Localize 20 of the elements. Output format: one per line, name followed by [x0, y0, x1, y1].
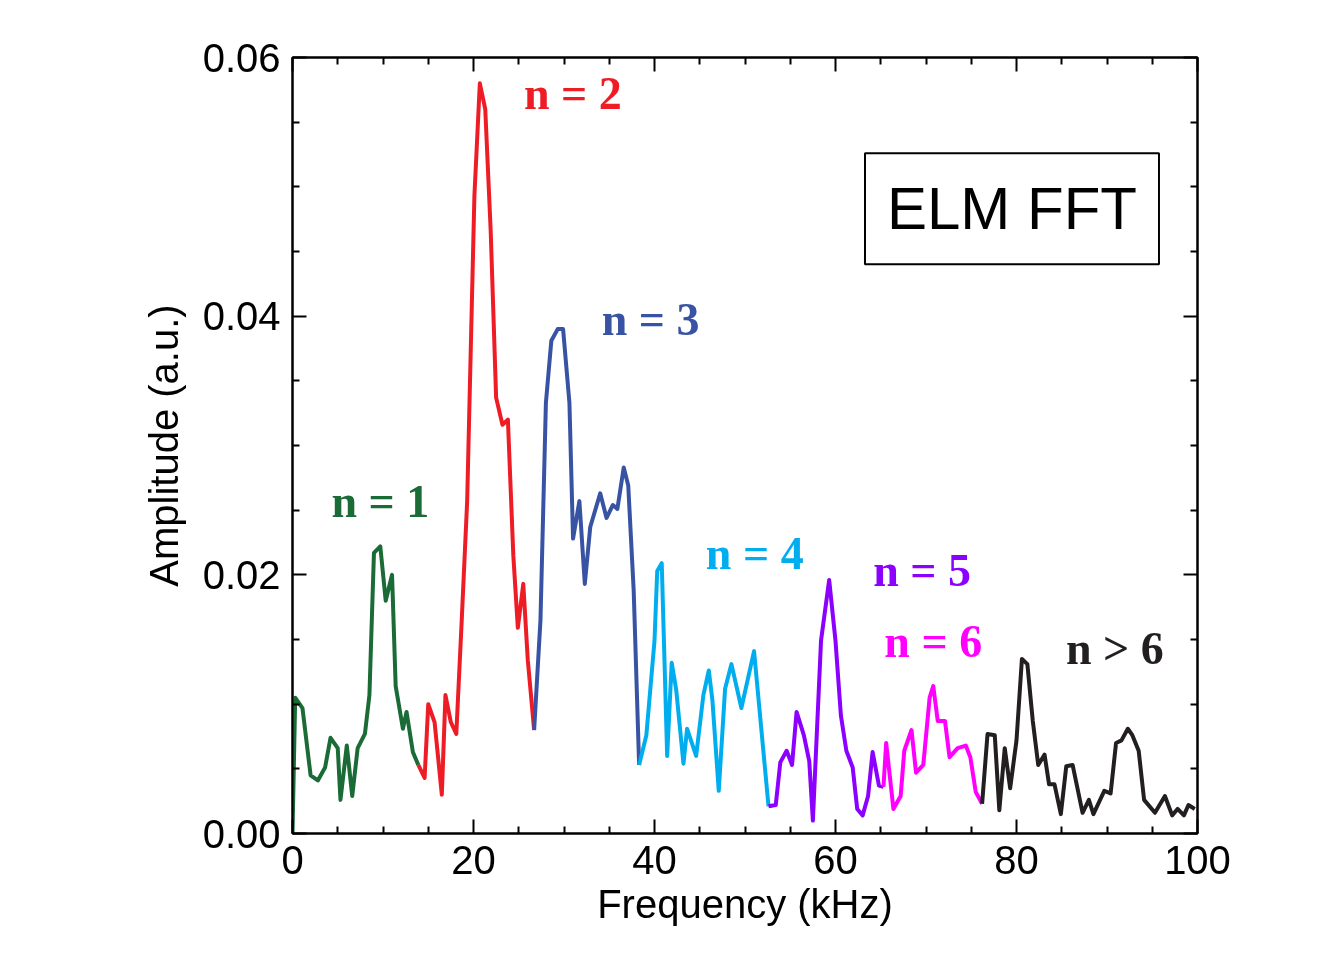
x-tick-label: 20 [451, 837, 496, 882]
x-tick-label: 40 [632, 837, 677, 882]
series-label: n = 6 [884, 615, 983, 667]
y-tick-label: 0.00 [202, 811, 281, 856]
y-tick-label: 0.02 [202, 552, 281, 597]
y-axis-title: Amplitude (a.u.) [141, 304, 186, 587]
y-tick-label: 0.04 [202, 294, 281, 339]
series-label: n = 4 [705, 527, 804, 579]
series-label: n = 3 [601, 293, 700, 345]
x-tick-label: 80 [994, 837, 1039, 882]
series-label: n > 6 [1066, 623, 1164, 675]
x-axis-title: Frequency (kHz) [597, 881, 893, 926]
x-tick-label: 100 [1164, 837, 1231, 882]
series-label: n = 1 [331, 475, 430, 527]
x-tick-label: 0 [281, 837, 304, 882]
y-tick-label: 0.06 [202, 35, 281, 80]
series-label: n = 5 [873, 544, 972, 596]
series-label: n = 2 [523, 67, 622, 119]
x-tick-label: 60 [813, 837, 858, 882]
text: ELM FFT [886, 175, 1137, 243]
